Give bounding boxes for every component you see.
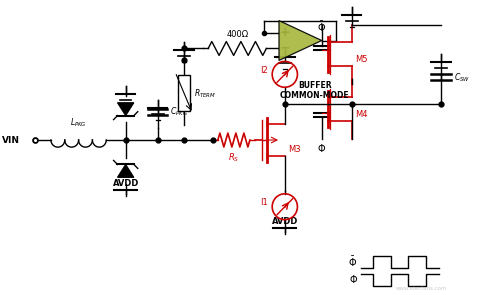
Text: Φ: Φ [349,275,356,285]
Text: I2: I2 [260,66,268,75]
Polygon shape [118,103,134,116]
Text: Φ: Φ [318,144,326,154]
Polygon shape [279,21,322,60]
Text: I1: I1 [260,198,268,207]
Text: COMMON-MODE: COMMON-MODE [280,91,349,100]
Text: M3: M3 [288,145,300,155]
Text: 400Ω: 400Ω [226,30,248,39]
Text: $C_{PKG}$: $C_{PKG}$ [170,106,188,118]
Text: www.elecfans.com: www.elecfans.com [396,286,448,291]
Text: +: + [280,26,290,39]
Text: $R_S$: $R_S$ [228,152,239,165]
Text: $C_{SW}$: $C_{SW}$ [454,71,470,83]
Bar [178,75,190,111]
Text: AVDD: AVDD [272,217,298,226]
Text: AVDD: AVDD [112,179,139,188]
Polygon shape [118,164,134,177]
Text: VIN: VIN [2,135,20,145]
Text: M5: M5 [354,55,367,64]
Text: $L_{PKG}$: $L_{PKG}$ [70,117,87,129]
Text: $\bar{\Phi}$: $\bar{\Phi}$ [317,19,326,34]
Text: BUFFER: BUFFER [298,81,332,90]
Text: $R_{TERM}$: $R_{TERM}$ [194,87,216,99]
Text: $\bar{\Phi}$: $\bar{\Phi}$ [348,255,356,269]
Text: −: − [280,42,290,55]
Text: M4: M4 [354,110,367,119]
